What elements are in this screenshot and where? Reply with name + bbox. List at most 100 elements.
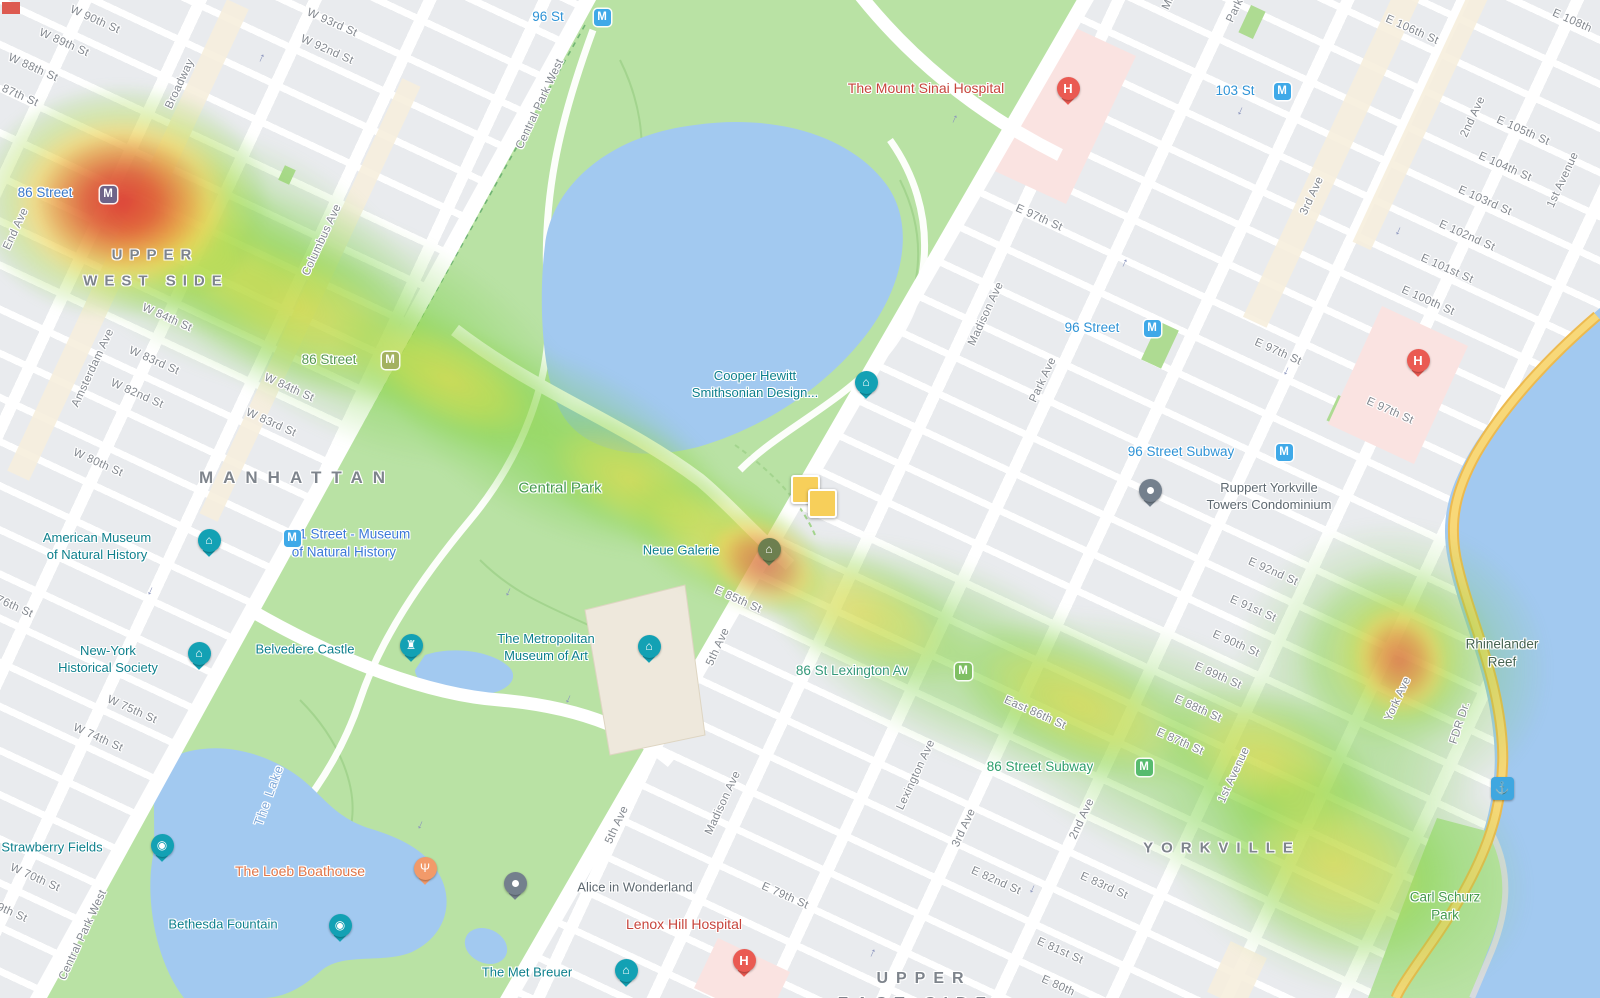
hospital-icon: H [1063, 80, 1073, 96]
poi-label-line: Museum of Art [504, 648, 588, 663]
poi-label[interactable]: Carl Schurz Park [1410, 888, 1481, 923]
museum-pin[interactable]: ⌂ [637, 634, 661, 658]
transit-station-label[interactable]: 96 Street Subway [1128, 443, 1235, 461]
subway-m-icon[interactable]: M [1143, 319, 1161, 337]
museum-pin[interactable]: ⌂ [757, 537, 781, 561]
one-way-arrow-icon [867, 944, 879, 960]
poi-label[interactable]: Cooper Hewitt Smithsonian Design... [692, 368, 818, 402]
poi-label[interactable]: The Metropolitan Museum of Art [497, 631, 595, 665]
hospital-icon: H [1413, 352, 1423, 368]
avenue-label: Central Park West [56, 887, 110, 983]
street-label: W 92nd St [298, 33, 356, 67]
avenue-label: FDR Dr. [1447, 700, 1473, 746]
avenue-label: 1st Avenue [1544, 150, 1582, 210]
hospital-pin[interactable]: H [732, 948, 756, 972]
museum-pin[interactable]: ⌂ [614, 958, 638, 982]
transit-station-label[interactable]: 86 Street [18, 184, 73, 202]
poi-label-line: American Museum [42, 530, 152, 546]
transit-label-line: 86 St Lexington Av [795, 663, 909, 679]
museum-pin[interactable]: ⌂ [197, 528, 221, 552]
subway-m-icon[interactable]: M [99, 185, 117, 203]
event-marker[interactable] [807, 488, 837, 518]
one-way-arrow-icon [1119, 254, 1131, 270]
subway-m-icon[interactable]: M [1275, 443, 1293, 461]
poi-label[interactable]: The Met Breuer [482, 965, 572, 982]
poi-label-line: Central Park [518, 479, 602, 497]
street-label: E 97th St [1364, 395, 1416, 427]
park-boundary-dashed [47, 24, 586, 986]
camera-icon: ◉ [156, 838, 168, 852]
subway-m-icon[interactable]: M [1135, 758, 1153, 776]
avenue-label: 3rd Ave [1297, 174, 1327, 218]
street-label: E 91st St [1228, 593, 1278, 625]
poi-label[interactable]: American Museum of Natural History [43, 530, 151, 564]
poi-label-line: Ruppert Yorkville [1220, 480, 1318, 496]
poi-label-line: The Met Breuer [481, 964, 573, 980]
poi-label[interactable]: Rhinelander Reef [1466, 635, 1539, 670]
poi-label[interactable]: Central Park [518, 478, 601, 498]
transit-station-label[interactable]: 81 Street - Museum of Natural History [292, 525, 411, 560]
the-lake [150, 748, 447, 998]
camera-pin[interactable]: ◉ [150, 833, 174, 857]
museum-pin[interactable]: ⌂ [187, 641, 211, 665]
street-label: E 101st St [1418, 252, 1476, 286]
poi-label-line: Lenox Hill Hospital [626, 915, 742, 932]
avenue-label: 2nd Ave [1458, 94, 1488, 140]
castle-pin[interactable]: ♜ [399, 633, 423, 657]
poi-label[interactable]: Ruppert Yorkville Towers Condominium [1207, 480, 1332, 514]
museum-icon: ⌂ [645, 639, 653, 653]
camera-pin[interactable]: ◉ [328, 913, 352, 937]
avenue-label: 1st Avenue [1215, 745, 1253, 805]
conservatory-water [464, 928, 508, 964]
poi-label[interactable]: Belvedere Castle [256, 642, 355, 659]
one-way-arrow-icon [414, 818, 426, 834]
avenue-label: Madison Ave [702, 769, 744, 837]
poi-label[interactable]: Bethesda Fountain [168, 917, 277, 934]
subway-m-icon[interactable]: M [1273, 82, 1291, 100]
subway-m-icon[interactable]: M [283, 529, 301, 547]
hospital-pin[interactable]: H [1406, 348, 1430, 372]
one-way-arrow-icon [1234, 104, 1246, 120]
transit-station-label[interactable]: 86 Street Subway [987, 758, 1094, 776]
transit-station-label[interactable]: 96 Street [1065, 319, 1120, 337]
avenue-label: Lexington Ave [894, 738, 938, 812]
subway-m-icon[interactable]: M [593, 8, 611, 26]
poi-label[interactable]: Lenox Hill Hospital [626, 915, 742, 933]
poi-label-line: Belvedere Castle [255, 641, 355, 657]
poi-label-line: Towers Condominium [1206, 497, 1332, 512]
poi-label[interactable]: Neue Galerie [643, 543, 720, 560]
camera-icon: ◉ [334, 918, 346, 932]
subway-m-icon[interactable]: M [381, 351, 399, 369]
one-way-arrow-icon [502, 585, 514, 601]
transit-station-label[interactable]: 86 St Lexington Av [796, 662, 908, 680]
avenue-label: End Ave [1, 206, 31, 252]
ferry-pin[interactable]: ⚓ [1490, 776, 1514, 800]
street-label: E 106th St [1383, 12, 1441, 48]
transit-station-label[interactable]: 86 Street [302, 351, 357, 369]
dot-pin[interactable] [503, 871, 527, 895]
transit-station-label[interactable]: 96 St [532, 8, 564, 26]
subway-m-icon[interactable]: M [954, 662, 972, 680]
transit-station-label[interactable]: 103 St [1215, 82, 1254, 100]
region-label: UPPER [876, 970, 972, 987]
castle-icon: ♜ [405, 638, 417, 652]
street-label: E 102nd St [1437, 218, 1497, 254]
museum-icon: ⌂ [765, 542, 773, 556]
poi-label[interactable]: Strawberry Fields [1, 840, 102, 857]
poi-label[interactable]: New-York Historical Society [58, 643, 158, 677]
dot-pin[interactable] [1138, 478, 1162, 502]
street-label: E 92nd St [1246, 555, 1300, 589]
avenue-label: Madison Ave [965, 280, 1007, 348]
poi-label[interactable]: The Mount Sinai Hospital [848, 79, 1004, 97]
one-way-arrow-icon [1026, 882, 1038, 898]
street-label: E 104th St [1476, 149, 1534, 185]
museum-pin[interactable]: ⌂ [854, 370, 878, 394]
poi-label[interactable]: The Loeb Boathouse [235, 862, 365, 880]
hospital-pin[interactable]: H [1056, 76, 1080, 100]
water-label: The Lake [251, 762, 287, 828]
poi-label[interactable]: Alice in Wonderland [577, 880, 692, 897]
street-label: W 84th St [140, 301, 194, 335]
street-label: E 81st St [1035, 935, 1085, 967]
restaurant-pin[interactable]: Ψ [413, 856, 437, 880]
